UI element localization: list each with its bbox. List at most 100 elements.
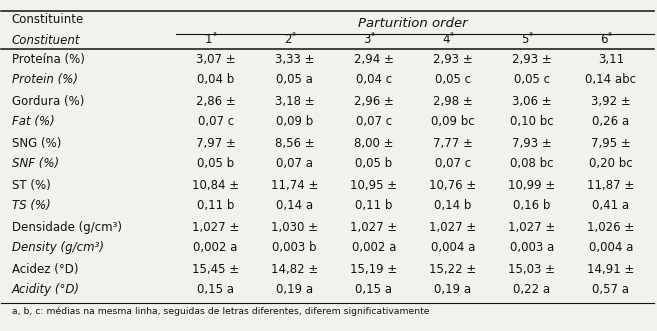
Text: 5: 5: [521, 32, 528, 46]
Text: Protein (%): Protein (%): [12, 73, 78, 86]
Text: 0,11 b: 0,11 b: [355, 199, 392, 212]
Text: 2: 2: [284, 32, 291, 46]
Text: Density (g/cm³): Density (g/cm³): [12, 241, 104, 254]
Text: 15,45 ±: 15,45 ±: [192, 263, 239, 276]
Text: ª: ª: [291, 31, 295, 40]
Text: ª: ª: [371, 31, 374, 40]
Text: 0,09 b: 0,09 b: [276, 115, 313, 128]
Text: 0,19 a: 0,19 a: [434, 283, 471, 296]
Text: Fat (%): Fat (%): [12, 115, 55, 128]
Text: 1,027 ±: 1,027 ±: [192, 221, 239, 234]
Text: 2,86 ±: 2,86 ±: [196, 95, 235, 108]
Text: 0,004 a: 0,004 a: [430, 241, 475, 254]
Text: 0,05 a: 0,05 a: [276, 73, 313, 86]
Text: 1,030 ±: 1,030 ±: [271, 221, 318, 234]
Text: Gordura (%): Gordura (%): [12, 95, 84, 108]
Text: Densidade (g/cm³): Densidade (g/cm³): [12, 221, 122, 234]
Text: 0,16 b: 0,16 b: [513, 199, 551, 212]
Text: 0,14 a: 0,14 a: [276, 199, 313, 212]
Text: 0,07 c: 0,07 c: [355, 115, 392, 128]
Text: 0,15 a: 0,15 a: [355, 283, 392, 296]
Text: 0,003 b: 0,003 b: [273, 241, 317, 254]
Text: 0,10 bc: 0,10 bc: [510, 115, 554, 128]
Text: 0,05 c: 0,05 c: [435, 73, 471, 86]
Text: 2,96 ±: 2,96 ±: [353, 95, 394, 108]
Text: 3,33 ±: 3,33 ±: [275, 53, 315, 66]
Text: 0,08 bc: 0,08 bc: [510, 157, 554, 170]
Text: Proteína (%): Proteína (%): [12, 53, 85, 66]
Text: SNF (%): SNF (%): [12, 157, 59, 170]
Text: SNG (%): SNG (%): [12, 137, 61, 150]
Text: Constituent: Constituent: [12, 33, 80, 47]
Text: 14,82 ±: 14,82 ±: [271, 263, 318, 276]
Text: 3,06 ±: 3,06 ±: [512, 95, 552, 108]
Text: 10,76 ±: 10,76 ±: [429, 179, 476, 192]
Text: 0,22 a: 0,22 a: [513, 283, 551, 296]
Text: 0,09 bc: 0,09 bc: [431, 115, 474, 128]
Text: ª: ª: [528, 31, 532, 40]
Text: 0,002 a: 0,002 a: [351, 241, 396, 254]
Text: 3,07 ±: 3,07 ±: [196, 53, 235, 66]
Text: 0,19 a: 0,19 a: [276, 283, 313, 296]
Text: 6: 6: [600, 32, 608, 46]
Text: 11,74 ±: 11,74 ±: [271, 179, 319, 192]
Text: a, b, c: médias na mesma linha, seguidas de letras diferentes, diferem significa: a, b, c: médias na mesma linha, seguidas…: [12, 307, 430, 316]
Text: 0,05 b: 0,05 b: [355, 157, 392, 170]
Text: 8,56 ±: 8,56 ±: [275, 137, 315, 150]
Text: 0,05 b: 0,05 b: [197, 157, 234, 170]
Text: 1,027 ±: 1,027 ±: [350, 221, 397, 234]
Text: 3,11: 3,11: [598, 53, 624, 66]
Text: 7,93 ±: 7,93 ±: [512, 137, 552, 150]
Text: 0,05 c: 0,05 c: [514, 73, 550, 86]
Text: 7,77 ±: 7,77 ±: [433, 137, 472, 150]
Text: 3,18 ±: 3,18 ±: [275, 95, 315, 108]
Text: ª: ª: [212, 31, 216, 40]
Text: 7,97 ±: 7,97 ±: [196, 137, 235, 150]
Text: Acidez (°D): Acidez (°D): [12, 263, 78, 276]
Text: 1,027 ±: 1,027 ±: [429, 221, 476, 234]
Text: 14,91 ±: 14,91 ±: [587, 263, 635, 276]
Text: 3: 3: [363, 32, 371, 46]
Text: 8,00 ±: 8,00 ±: [354, 137, 394, 150]
Text: 0,14 b: 0,14 b: [434, 199, 472, 212]
Text: 2,93 ±: 2,93 ±: [433, 53, 472, 66]
Text: TS (%): TS (%): [12, 199, 51, 212]
Text: 0,20 bc: 0,20 bc: [589, 157, 633, 170]
Text: 15,19 ±: 15,19 ±: [350, 263, 397, 276]
Text: 2,98 ±: 2,98 ±: [433, 95, 472, 108]
Text: 0,41 a: 0,41 a: [593, 199, 629, 212]
Text: 0,07 c: 0,07 c: [198, 115, 234, 128]
Text: 15,22 ±: 15,22 ±: [429, 263, 476, 276]
Text: 1,027 ±: 1,027 ±: [508, 221, 555, 234]
Text: 10,95 ±: 10,95 ±: [350, 179, 397, 192]
Text: 15,03 ±: 15,03 ±: [509, 263, 555, 276]
Text: ª: ª: [608, 31, 611, 40]
Text: 7,95 ±: 7,95 ±: [591, 137, 631, 150]
Text: 0,57 a: 0,57 a: [593, 283, 629, 296]
Text: 0,15 a: 0,15 a: [197, 283, 234, 296]
Text: 0,07 a: 0,07 a: [276, 157, 313, 170]
Text: 1,026 ±: 1,026 ±: [587, 221, 635, 234]
Text: 0,04 c: 0,04 c: [355, 73, 392, 86]
Text: Acidity (°D): Acidity (°D): [12, 283, 80, 296]
Text: 0,26 a: 0,26 a: [593, 115, 629, 128]
Text: 10,84 ±: 10,84 ±: [192, 179, 239, 192]
Text: 11,87 ±: 11,87 ±: [587, 179, 635, 192]
Text: 0,003 a: 0,003 a: [510, 241, 554, 254]
Text: 1: 1: [205, 32, 212, 46]
Text: 10,99 ±: 10,99 ±: [508, 179, 555, 192]
Text: 0,14 abc: 0,14 abc: [585, 73, 637, 86]
Text: ST (%): ST (%): [12, 179, 51, 192]
Text: Parturition order: Parturition order: [359, 17, 468, 30]
Text: 0,07 c: 0,07 c: [435, 157, 471, 170]
Text: 2,93 ±: 2,93 ±: [512, 53, 552, 66]
Text: 4: 4: [442, 32, 449, 46]
Text: 3,92 ±: 3,92 ±: [591, 95, 631, 108]
Text: 0,11 b: 0,11 b: [197, 199, 235, 212]
Text: 0,004 a: 0,004 a: [589, 241, 633, 254]
Text: 2,94 ±: 2,94 ±: [353, 53, 394, 66]
Text: Constituinte: Constituinte: [12, 13, 84, 26]
Text: 0,04 b: 0,04 b: [197, 73, 234, 86]
Text: 0,002 a: 0,002 a: [193, 241, 238, 254]
Text: ª: ª: [449, 31, 453, 40]
